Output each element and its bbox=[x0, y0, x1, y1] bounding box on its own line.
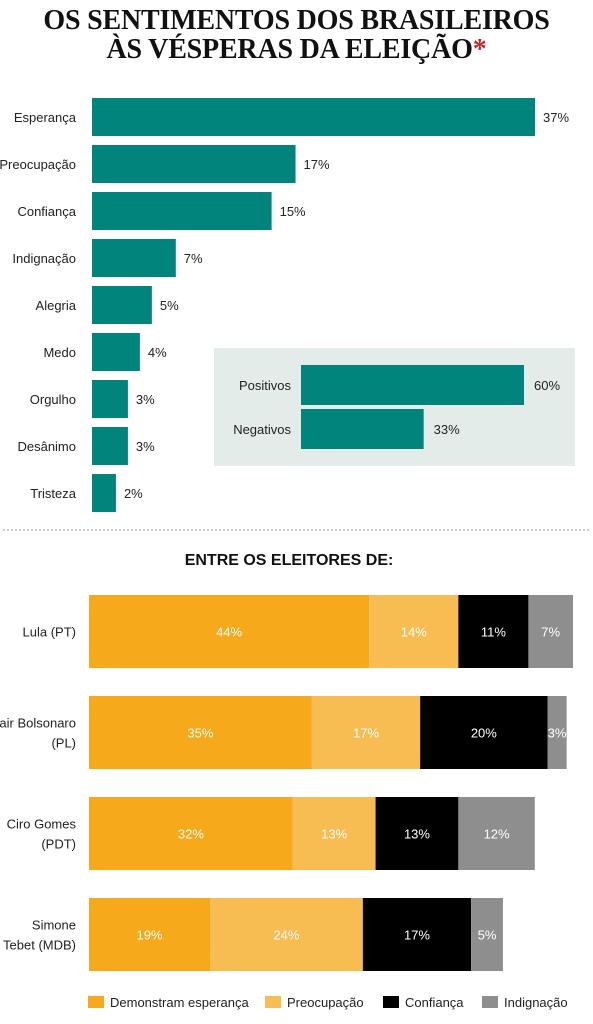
legend-swatch bbox=[265, 996, 281, 1008]
bar-segment bbox=[89, 595, 370, 668]
legend-label: Preocupação bbox=[287, 995, 364, 1010]
data-label: 3% bbox=[548, 726, 567, 741]
category-label: Simone bbox=[32, 918, 76, 933]
category-label: Esperança bbox=[14, 110, 77, 125]
bar-segment bbox=[528, 595, 573, 668]
data-label: 5% bbox=[478, 928, 497, 943]
data-label: 12% bbox=[484, 827, 510, 842]
data-label: 4% bbox=[148, 345, 167, 360]
category-label: (PL) bbox=[51, 736, 76, 751]
data-label: 3% bbox=[136, 392, 155, 407]
category-label: Confiança bbox=[17, 204, 76, 219]
bar-segment bbox=[458, 797, 535, 870]
title-asterisk: * bbox=[472, 34, 487, 65]
bar-segment bbox=[292, 797, 376, 870]
bar-segment bbox=[471, 898, 503, 971]
data-label: 11% bbox=[481, 625, 506, 640]
data-label: 7% bbox=[541, 625, 560, 640]
bar bbox=[92, 333, 140, 371]
category-label: Positivos bbox=[239, 378, 292, 393]
bar bbox=[92, 98, 535, 136]
bar bbox=[301, 409, 424, 449]
data-label: 14% bbox=[401, 625, 427, 640]
bar bbox=[92, 427, 128, 465]
legend-label: Confiança bbox=[405, 995, 464, 1010]
bar-segment bbox=[311, 696, 421, 769]
data-label: 32% bbox=[178, 827, 204, 842]
bar bbox=[92, 145, 296, 183]
data-label: 13% bbox=[321, 827, 347, 842]
section-title: ENTRE OS ELEITORES DE: bbox=[185, 552, 394, 569]
category-label: Jair Bolsonaro bbox=[0, 716, 76, 731]
data-label: 19% bbox=[136, 928, 162, 943]
chart-title: OS SENTIMENTOS DOS BRASILEIROS ÀS VÉSPER… bbox=[0, 6, 593, 64]
category-label: Negativos bbox=[233, 422, 291, 437]
legend-swatch bbox=[383, 996, 399, 1008]
title-line-2-text: ÀS VÉSPERAS DA ELEIÇÃO bbox=[106, 34, 473, 65]
bar-segment bbox=[420, 696, 548, 769]
data-label: 24% bbox=[273, 928, 299, 943]
bar-segment bbox=[89, 797, 293, 870]
data-label: 20% bbox=[471, 726, 497, 741]
bar-segment bbox=[210, 898, 363, 971]
data-label: 17% bbox=[353, 726, 379, 741]
data-label: 2% bbox=[124, 486, 143, 501]
bar bbox=[92, 239, 176, 277]
category-label: Ciro Gomes bbox=[7, 817, 77, 832]
bar-segment bbox=[375, 797, 459, 870]
bar-segment bbox=[369, 595, 459, 668]
data-label: 13% bbox=[404, 827, 430, 842]
category-label: Desânimo bbox=[17, 439, 76, 454]
bar-segment bbox=[458, 595, 529, 668]
legend-label: Indignação bbox=[504, 995, 568, 1010]
data-label: 37% bbox=[543, 110, 569, 125]
bar bbox=[92, 474, 116, 512]
category-label: Medo bbox=[43, 345, 76, 360]
data-label: 33% bbox=[434, 422, 460, 437]
legend-swatch bbox=[88, 996, 104, 1008]
title-line-1: OS SENTIMENTOS DOS BRASILEIROS bbox=[43, 5, 550, 36]
category-label: Orgulho bbox=[30, 392, 76, 407]
legend-swatch bbox=[482, 996, 498, 1008]
bar-segment bbox=[547, 696, 567, 769]
data-label: 17% bbox=[404, 928, 430, 943]
bar-segment bbox=[362, 898, 472, 971]
category-label: Alegria bbox=[36, 298, 77, 313]
bar bbox=[92, 286, 152, 324]
legend-label: Demonstram esperança bbox=[110, 995, 249, 1010]
bar bbox=[92, 192, 272, 230]
data-label: 60% bbox=[534, 378, 560, 393]
data-label: 44% bbox=[216, 625, 242, 640]
bar bbox=[301, 365, 524, 405]
bar-segment bbox=[89, 696, 312, 769]
category-label: Lula (PT) bbox=[23, 625, 76, 640]
data-label: 5% bbox=[160, 298, 179, 313]
bar bbox=[92, 380, 128, 418]
category-label: (PDT) bbox=[41, 837, 76, 852]
data-label: 3% bbox=[136, 439, 155, 454]
title-line-2: ÀS VÉSPERAS DA ELEIÇÃO* bbox=[0, 35, 593, 64]
category-label: Tristeza bbox=[30, 486, 77, 501]
data-label: 35% bbox=[187, 726, 213, 741]
data-label: 15% bbox=[280, 204, 306, 219]
category-label: Tebet (MDB) bbox=[3, 938, 76, 953]
data-label: 17% bbox=[304, 157, 330, 172]
category-label: Indignação bbox=[12, 251, 76, 266]
bar-segment bbox=[89, 898, 210, 971]
category-label: Preocupação bbox=[0, 157, 76, 172]
data-label: 7% bbox=[184, 251, 203, 266]
